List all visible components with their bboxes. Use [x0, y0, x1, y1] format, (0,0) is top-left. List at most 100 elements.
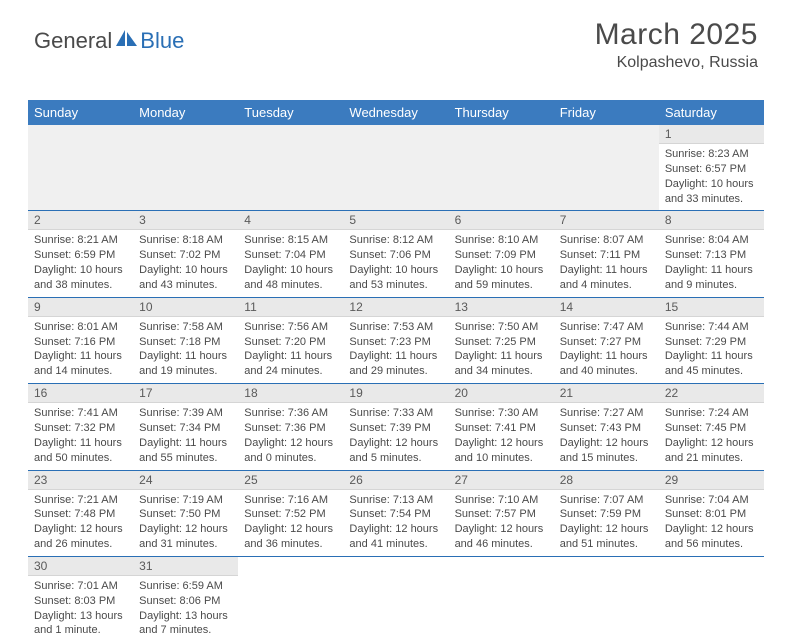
day-details: Sunrise: 8:15 AMSunset: 7:04 PMDaylight:…	[238, 230, 343, 296]
sunrise-line: Sunrise: 7:04 AM	[665, 493, 758, 508]
calendar-empty-cell	[659, 556, 764, 642]
calendar-day-cell: 13Sunrise: 7:50 AMSunset: 7:25 PMDayligh…	[449, 297, 554, 383]
logo-text-general: General	[34, 28, 112, 54]
sunrise-line: Sunrise: 7:41 AM	[34, 406, 127, 421]
calendar-day-cell: 3Sunrise: 8:18 AMSunset: 7:02 PMDaylight…	[133, 211, 238, 297]
daylight-line: Daylight: 11 hours and 4 minutes.	[560, 263, 653, 293]
sunset-line: Sunset: 7:09 PM	[455, 248, 548, 263]
day-number: 11	[238, 298, 343, 317]
day-number: 28	[554, 471, 659, 490]
daylight-line: Daylight: 12 hours and 5 minutes.	[349, 436, 442, 466]
sunset-line: Sunset: 7:11 PM	[560, 248, 653, 263]
day-number: 2	[28, 211, 133, 230]
sunset-line: Sunset: 7:52 PM	[244, 507, 337, 522]
daylight-line: Daylight: 12 hours and 26 minutes.	[34, 522, 127, 552]
sunrise-line: Sunrise: 7:27 AM	[560, 406, 653, 421]
day-number: 23	[28, 471, 133, 490]
calendar-row: 16Sunrise: 7:41 AMSunset: 7:32 PMDayligh…	[28, 384, 764, 470]
sunrise-line: Sunrise: 8:21 AM	[34, 233, 127, 248]
sunset-line: Sunset: 7:39 PM	[349, 421, 442, 436]
daylight-line: Daylight: 11 hours and 14 minutes.	[34, 349, 127, 379]
sunrise-line: Sunrise: 7:13 AM	[349, 493, 442, 508]
logo-sail-icon	[114, 28, 138, 54]
sunrise-line: Sunrise: 7:10 AM	[455, 493, 548, 508]
sunset-line: Sunset: 7:36 PM	[244, 421, 337, 436]
sunrise-line: Sunrise: 7:56 AM	[244, 320, 337, 335]
daylight-line: Daylight: 10 hours and 38 minutes.	[34, 263, 127, 293]
daylight-line: Daylight: 12 hours and 10 minutes.	[455, 436, 548, 466]
weekday-header: Sunday	[28, 100, 133, 125]
calendar-empty-cell	[238, 125, 343, 211]
calendar-day-cell: 21Sunrise: 7:27 AMSunset: 7:43 PMDayligh…	[554, 384, 659, 470]
daylight-line: Daylight: 12 hours and 31 minutes.	[139, 522, 232, 552]
day-details: Sunrise: 7:13 AMSunset: 7:54 PMDaylight:…	[343, 490, 448, 556]
calendar-empty-cell	[343, 556, 448, 642]
daylight-line: Daylight: 12 hours and 51 minutes.	[560, 522, 653, 552]
day-details: Sunrise: 8:23 AMSunset: 6:57 PMDaylight:…	[659, 144, 764, 210]
calendar-day-cell: 31Sunrise: 6:59 AMSunset: 8:06 PMDayligh…	[133, 556, 238, 642]
day-details: Sunrise: 7:19 AMSunset: 7:50 PMDaylight:…	[133, 490, 238, 556]
calendar-day-cell: 27Sunrise: 7:10 AMSunset: 7:57 PMDayligh…	[449, 470, 554, 556]
day-number: 12	[343, 298, 448, 317]
day-details: Sunrise: 7:53 AMSunset: 7:23 PMDaylight:…	[343, 317, 448, 383]
sunset-line: Sunset: 6:59 PM	[34, 248, 127, 263]
calendar-empty-cell	[554, 556, 659, 642]
day-number: 16	[28, 384, 133, 403]
calendar-day-cell: 4Sunrise: 8:15 AMSunset: 7:04 PMDaylight…	[238, 211, 343, 297]
day-number: 25	[238, 471, 343, 490]
day-number: 6	[449, 211, 554, 230]
sunset-line: Sunset: 7:45 PM	[665, 421, 758, 436]
sunset-line: Sunset: 7:06 PM	[349, 248, 442, 263]
calendar-empty-cell	[28, 125, 133, 211]
sunrise-line: Sunrise: 6:59 AM	[139, 579, 232, 594]
day-number: 10	[133, 298, 238, 317]
calendar-day-cell: 19Sunrise: 7:33 AMSunset: 7:39 PMDayligh…	[343, 384, 448, 470]
sunset-line: Sunset: 7:04 PM	[244, 248, 337, 263]
weekday-header: Saturday	[659, 100, 764, 125]
day-details: Sunrise: 7:24 AMSunset: 7:45 PMDaylight:…	[659, 403, 764, 469]
sunset-line: Sunset: 7:59 PM	[560, 507, 653, 522]
day-number: 17	[133, 384, 238, 403]
calendar-day-cell: 22Sunrise: 7:24 AMSunset: 7:45 PMDayligh…	[659, 384, 764, 470]
day-number: 3	[133, 211, 238, 230]
calendar-day-cell: 14Sunrise: 7:47 AMSunset: 7:27 PMDayligh…	[554, 297, 659, 383]
sunset-line: Sunset: 7:29 PM	[665, 335, 758, 350]
calendar-day-cell: 2 Sunrise: 8:21 AMSunset: 6:59 PMDaylight…	[28, 211, 133, 297]
daylight-line: Daylight: 12 hours and 36 minutes.	[244, 522, 337, 552]
sunrise-line: Sunrise: 7:21 AM	[34, 493, 127, 508]
sunrise-line: Sunrise: 7:07 AM	[560, 493, 653, 508]
weekday-header: Wednesday	[343, 100, 448, 125]
sunset-line: Sunset: 7:54 PM	[349, 507, 442, 522]
sunset-line: Sunset: 7:20 PM	[244, 335, 337, 350]
daylight-line: Daylight: 12 hours and 0 minutes.	[244, 436, 337, 466]
daylight-line: Daylight: 11 hours and 45 minutes.	[665, 349, 758, 379]
calendar-day-cell: 15Sunrise: 7:44 AMSunset: 7:29 PMDayligh…	[659, 297, 764, 383]
weekday-header: Thursday	[449, 100, 554, 125]
day-number: 26	[343, 471, 448, 490]
sunset-line: Sunset: 7:13 PM	[665, 248, 758, 263]
weekday-header: Monday	[133, 100, 238, 125]
day-details: Sunrise: 7:16 AMSunset: 7:52 PMDaylight:…	[238, 490, 343, 556]
calendar-day-cell: 23Sunrise: 7:21 AMSunset: 7:48 PMDayligh…	[28, 470, 133, 556]
header-right: March 2025 Kolpashevo, Russia	[595, 18, 758, 72]
day-number: 27	[449, 471, 554, 490]
day-details: Sunrise: 7:36 AMSunset: 7:36 PMDaylight:…	[238, 403, 343, 469]
day-number: 5	[343, 211, 448, 230]
day-details: Sunrise: 7:21 AMSunset: 7:48 PMDaylight:…	[28, 490, 133, 556]
daylight-line: Daylight: 12 hours and 41 minutes.	[349, 522, 442, 552]
sunset-line: Sunset: 8:01 PM	[665, 507, 758, 522]
calendar-day-cell: 5Sunrise: 8:12 AMSunset: 7:06 PMDaylight…	[343, 211, 448, 297]
calendar-day-cell: 26Sunrise: 7:13 AMSunset: 7:54 PMDayligh…	[343, 470, 448, 556]
calendar-day-cell: 17Sunrise: 7:39 AMSunset: 7:34 PMDayligh…	[133, 384, 238, 470]
day-details: Sunrise: 6:59 AMSunset: 8:06 PMDaylight:…	[133, 576, 238, 642]
calendar-day-cell: 20Sunrise: 7:30 AMSunset: 7:41 PMDayligh…	[449, 384, 554, 470]
day-details: Sunrise: 7:04 AMSunset: 8:01 PMDaylight:…	[659, 490, 764, 556]
calendar-day-cell: 6Sunrise: 8:10 AMSunset: 7:09 PMDaylight…	[449, 211, 554, 297]
day-details: Sunrise: 8:01 AMSunset: 7:16 PMDaylight:…	[28, 317, 133, 383]
day-number: 30	[28, 557, 133, 576]
day-details: Sunrise: 7:01 AMSunset: 8:03 PMDaylight:…	[28, 576, 133, 642]
calendar-table: SundayMondayTuesdayWednesdayThursdayFrid…	[28, 100, 764, 642]
day-details: Sunrise: 8:04 AMSunset: 7:13 PMDaylight:…	[659, 230, 764, 296]
day-details: Sunrise: 8:12 AMSunset: 7:06 PMDaylight:…	[343, 230, 448, 296]
calendar-empty-cell	[133, 125, 238, 211]
